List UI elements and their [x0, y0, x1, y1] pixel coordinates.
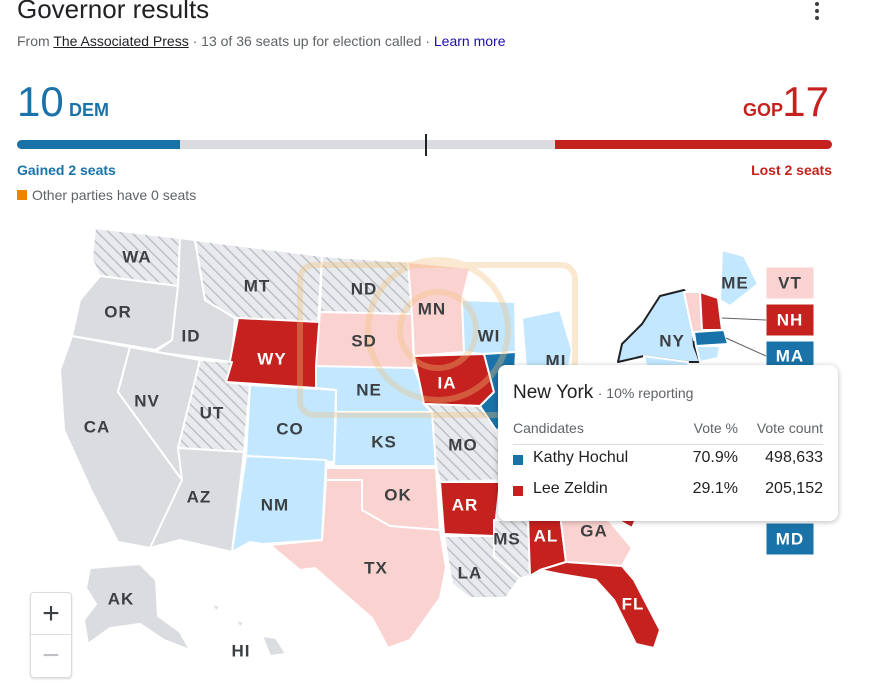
state-label-ga: GA [580, 521, 608, 540]
candidate-swatch [513, 486, 523, 496]
state-nm[interactable] [231, 455, 327, 553]
zoom-out-button[interactable]: − [42, 639, 60, 672]
state-tooltip: New York · 10% reporting Candidates Vote… [498, 365, 838, 521]
state-hi[interactable] [211, 603, 287, 657]
majority-marker [425, 134, 427, 156]
state-label-md: MD [776, 529, 804, 548]
state-label-nm: NM [261, 495, 289, 514]
separator: · [425, 33, 430, 49]
state-az[interactable] [149, 447, 245, 553]
state-label-ca: CA [84, 417, 111, 436]
other-parties-swatch [17, 190, 27, 200]
zoom-controls: + − [30, 592, 72, 678]
candidate-vote-count: 498,633 [765, 449, 823, 466]
dem-label: DEM [69, 100, 109, 120]
state-label-tx: TX [364, 558, 388, 577]
state-label-id: ID [182, 326, 201, 345]
more-options-icon[interactable] [807, 0, 827, 24]
other-parties-note: Other parties have 0 seats [17, 187, 196, 203]
state-labels: WA OR CA ID NV MT WY UT AZ CO NM ND SD NE KS OK TX MN IA MO… [84, 247, 804, 660]
tooltip-state-name: New York [513, 382, 594, 403]
dem-seat-count: 10 [17, 78, 64, 125]
gop-seat-bar [554, 140, 832, 149]
state-label-nd: ND [351, 279, 378, 298]
from-label: From [17, 33, 50, 49]
state-label-ut: UT [200, 403, 225, 422]
candidate-vote-pct: 70.9% [692, 449, 738, 466]
separator: · [192, 33, 198, 49]
col-candidates: Candidates [513, 420, 584, 436]
state-label-ok: OK [384, 485, 412, 504]
state-nh-map[interactable] [699, 291, 723, 331]
other-parties-text: Other parties have 0 seats [32, 187, 197, 203]
state-ct-ri[interactable] [695, 345, 721, 363]
tooltip-header: New York · 10% reporting [513, 382, 693, 404]
col-vote-pct: Vote % [693, 420, 738, 436]
state-label-wy: WY [257, 349, 286, 368]
state-label-nh: NH [777, 310, 804, 329]
state-label-mo: MO [448, 435, 477, 454]
state-label-hi: HI [232, 641, 251, 660]
state-label-al: AL [534, 526, 559, 545]
candidate-row: Kathy Hochul 70.9% 498,633 [513, 449, 823, 471]
watermark-logo [297, 257, 578, 418]
state-label-ks: KS [371, 432, 397, 451]
state-label-az: AZ [187, 487, 212, 506]
state-label-ma: MA [776, 346, 804, 365]
state-label-wa: WA [122, 247, 151, 266]
state-label-ia: IA [438, 373, 457, 392]
gop-seat-change: Lost 2 seats [751, 162, 832, 178]
candidate-name: Kathy Hochul [533, 449, 629, 466]
candidate-swatch [513, 455, 523, 465]
callout-leader [725, 337, 767, 357]
state-label-me: ME [721, 273, 749, 292]
dem-seat-bar [17, 140, 180, 149]
col-vote-count: Vote count [756, 420, 823, 436]
state-ma-map[interactable] [693, 329, 729, 347]
called-status: 13 of 36 seats up for election called [201, 33, 422, 49]
state-label-sd: SD [351, 331, 377, 350]
state-label-nv: NV [134, 391, 160, 410]
state-label-la: LA [458, 563, 483, 582]
state-label-wi: WI [478, 326, 501, 345]
state-me[interactable] [719, 249, 759, 307]
tooltip-divider [513, 444, 823, 445]
state-label-ak: AK [108, 589, 135, 608]
state-label-ar: AR [452, 495, 479, 514]
zoom-in-button[interactable]: + [31, 593, 71, 635]
candidate-vote-count: 205,152 [765, 480, 823, 497]
state-label-vt: VT [778, 273, 802, 292]
state-label-ne: NE [356, 380, 382, 399]
state-fl[interactable] [539, 561, 661, 649]
source-link[interactable]: The Associated Press [53, 33, 189, 49]
gop-label: GOP [743, 100, 784, 120]
candidate-row: Lee Zeldin 29.1% 205,152 [513, 480, 823, 502]
tooltip-column-headers: Candidates Vote % Vote count [513, 420, 823, 440]
candidate-name: Lee Zeldin [533, 480, 608, 497]
seat-balance-bar [17, 134, 832, 156]
callout-md[interactable] [765, 522, 815, 556]
state-label-mt: MT [244, 276, 271, 295]
state-label-or: OR [104, 302, 132, 321]
state-ak[interactable] [83, 563, 191, 651]
gop-seat-count: 17 [782, 78, 829, 125]
callout-vt[interactable] [765, 266, 815, 300]
tooltip-reporting: · 10% reporting [597, 385, 694, 401]
dem-seat-change: Gained 2 seats [17, 162, 116, 178]
state-label-fl: FL [622, 594, 645, 613]
candidate-vote-pct: 29.1% [692, 480, 738, 497]
state-label-ms: MS [493, 529, 521, 548]
callout-ma[interactable] [765, 340, 815, 370]
callout-leader [721, 317, 767, 321]
page-title: Governor results [17, 0, 210, 24]
source-line: From The Associated Press · 13 of 36 sea… [17, 33, 505, 49]
state-label-mn: MN [418, 299, 446, 318]
state-label-co: CO [276, 419, 304, 438]
state-tx[interactable] [269, 479, 447, 649]
learn-more-link[interactable]: Learn more [433, 33, 506, 49]
state-label-ny: NY [659, 331, 685, 350]
